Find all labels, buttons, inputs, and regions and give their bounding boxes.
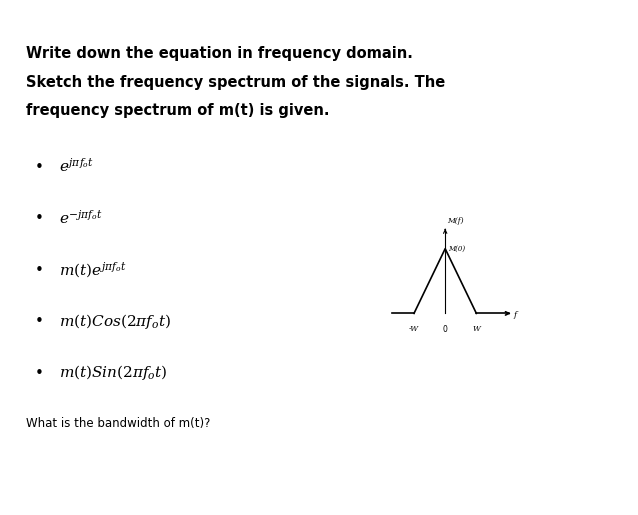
- Text: M(f): M(f): [447, 217, 463, 226]
- Text: $m(t)Sin(2\pi f_o t)$: $m(t)Sin(2\pi f_o t)$: [59, 363, 168, 382]
- Text: $m(t)Cos(2\pi f_o t)$: $m(t)Cos(2\pi f_o t)$: [59, 312, 172, 331]
- Text: f: f: [513, 312, 516, 319]
- Text: -W: -W: [409, 325, 419, 333]
- Text: •: •: [35, 263, 44, 278]
- Text: Write down the equation in frequency domain.: Write down the equation in frequency dom…: [26, 46, 412, 61]
- Text: •: •: [35, 314, 44, 329]
- Text: $e^{-j\pi f_o t}$: $e^{-j\pi f_o t}$: [59, 209, 103, 227]
- Text: •: •: [35, 211, 44, 226]
- Text: M(0): M(0): [448, 245, 465, 253]
- Text: Sketch the frequency spectrum of the signals. The: Sketch the frequency spectrum of the sig…: [26, 75, 445, 90]
- Text: What is the bandwidth of m(t)?: What is the bandwidth of m(t)?: [26, 417, 210, 430]
- Text: 0: 0: [443, 325, 448, 334]
- Text: frequency spectrum of m(t) is given.: frequency spectrum of m(t) is given.: [26, 103, 329, 118]
- Text: W: W: [472, 325, 480, 333]
- Text: $m(t)e^{j\pi f_o t}$: $m(t)e^{j\pi f_o t}$: [59, 260, 127, 280]
- Text: •: •: [35, 366, 44, 381]
- Text: $e^{j\pi f_o t}$: $e^{j\pi f_o t}$: [59, 157, 94, 175]
- Text: •: •: [35, 160, 44, 175]
